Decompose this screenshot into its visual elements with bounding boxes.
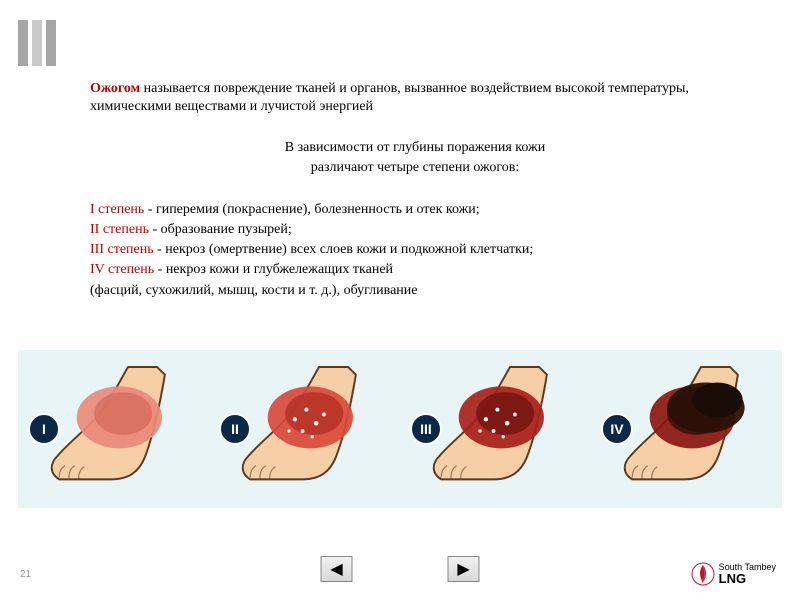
degree-label: I степень (90, 202, 144, 217)
burn-illustration-strip: I II III (18, 350, 782, 508)
definition-term: Ожогом (90, 81, 140, 96)
arrow-right-icon: ▶ (457, 559, 469, 579)
degree-desc: - некроз кожи и глубжележащих тканей (154, 262, 393, 277)
degree-line: I степень - гиперемия (покраснение), бол… (90, 200, 740, 220)
prev-button[interactable]: ◀ (321, 556, 353, 582)
logo: South Tambey LNG (691, 562, 776, 586)
degree-label: IV степень (90, 262, 154, 277)
degree-desc: - некроз (омертвение) всех слоев кожи и … (154, 242, 534, 257)
decor-bar (46, 20, 56, 66)
logo-bottom: LNG (719, 572, 776, 585)
degree-badge: II (219, 413, 251, 445)
subheading: В зависимости от глубины поражения кожи … (90, 138, 740, 177)
degree-tail: (фасций, сухожилий, мышц, кости и т. д.)… (90, 281, 740, 301)
burn-panel: II (209, 350, 400, 508)
degree-badge: IV (601, 413, 633, 445)
page-number: 21 (20, 569, 31, 580)
header-decor-bars (18, 20, 56, 66)
degree-line: IV степень - некроз кожи и глубжележащих… (90, 260, 740, 280)
burn-panel: III (400, 350, 591, 508)
next-button[interactable]: ▶ (448, 556, 480, 582)
degree-desc: - образование пузырей; (149, 222, 292, 237)
subheading-line: различают четыре степени ожогов: (90, 158, 740, 178)
degree-list: I степень - гиперемия (покраснение), бол… (90, 200, 740, 301)
decor-bar (32, 20, 42, 66)
slide-nav: ◀ ▶ (321, 556, 480, 582)
definition-text: называется повреждение тканей и органов,… (90, 81, 689, 114)
degree-badge: III (410, 413, 442, 445)
burn-panel: I (18, 350, 209, 508)
degree-label: III степень (90, 242, 154, 257)
slide-content: Ожогом называется повреждение тканей и о… (0, 0, 800, 301)
logo-mark-icon (691, 562, 715, 586)
degree-line: III степень - некроз (омертвение) всех с… (90, 240, 740, 260)
logo-text: South Tambey LNG (719, 563, 776, 585)
subheading-line: В зависимости от глубины поражения кожи (90, 138, 740, 158)
degree-desc: - гиперемия (покраснение), болезненность… (144, 202, 479, 217)
arrow-left-icon: ◀ (330, 559, 342, 579)
degree-badge: I (28, 413, 60, 445)
decor-bar (18, 20, 28, 66)
degree-label: II степень (90, 222, 149, 237)
definition-paragraph: Ожогом называется повреждение тканей и о… (90, 80, 740, 116)
burn-panel: IV (591, 350, 782, 508)
degree-line: II степень - образование пузырей; (90, 220, 740, 240)
